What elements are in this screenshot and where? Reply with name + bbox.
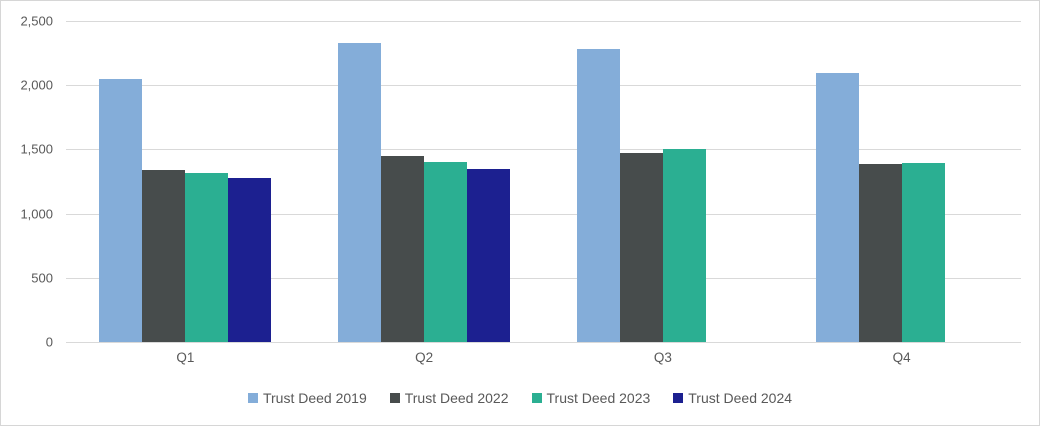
legend-color-swatch-icon [389, 393, 400, 403]
bar-group-q3 [544, 21, 783, 342]
y-tick-label: 500 [31, 270, 53, 286]
bar-q2-trust-deed-2023 [424, 161, 468, 342]
bar-group-q1 [66, 21, 305, 342]
y-tick-label: 1,500 [20, 141, 53, 157]
bar-q3-trust-deed-2023 [662, 149, 706, 342]
y-tick-label: 2,500 [20, 13, 53, 29]
plot-area [66, 21, 1021, 343]
legend-label: Trust Deed 2024 [688, 390, 793, 406]
gridline [66, 21, 1021, 22]
bar-q1-trust-deed-2019 [99, 79, 143, 342]
bar-group-q2 [305, 21, 544, 342]
x-tick-label: Q4 [892, 350, 911, 365]
bar-q4-trust-deed-2022 [858, 163, 902, 342]
bar-q4-trust-deed-2019 [815, 73, 859, 342]
legend: Trust Deed 2019 Trust Deed 2022 Trust Deed… [1, 390, 1039, 406]
y-tick-label: 2,000 [20, 77, 53, 93]
bar-q1-trust-deed-2023 [185, 173, 229, 342]
legend-color-swatch-icon [247, 393, 258, 403]
bar-q3-trust-deed-2019 [576, 49, 620, 342]
legend-item-trust-deed-2019: Trust Deed 2019 [247, 390, 367, 406]
bar-q1-trust-deed-2024 [228, 177, 272, 342]
y-axis-labels: 0 500 1,000 1,500 2,000 2,500 [1, 14, 53, 350]
legend-item-trust-deed-2022: Trust Deed 2022 [389, 390, 509, 406]
gridline [66, 342, 1021, 343]
bar-q1-trust-deed-2022 [142, 169, 186, 342]
bar-q3-trust-deed-2022 [619, 152, 663, 342]
bars [66, 21, 1021, 342]
x-tick-label: Q3 [653, 350, 672, 365]
legend-item-trust-deed-2023: Trust Deed 2023 [531, 390, 651, 406]
legend-color-swatch-icon [673, 393, 684, 403]
x-axis-labels: Q1 Q2 Q3 Q4 [66, 350, 1021, 365]
y-tick-label: 1,000 [20, 206, 53, 222]
legend-label: Trust Deed 2019 [262, 390, 367, 406]
bar-q2-trust-deed-2022 [381, 155, 425, 342]
gridline [66, 277, 1021, 279]
bar-group-q4 [782, 21, 1021, 342]
bar-q2-trust-deed-2024 [467, 169, 511, 342]
gridline [66, 149, 1021, 151]
y-tick-label: 0 [45, 334, 53, 350]
gridline [66, 213, 1021, 215]
gridline [66, 85, 1021, 87]
legend-color-swatch-icon [531, 393, 542, 403]
legend-item-trust-deed-2024: Trust Deed 2024 [673, 390, 792, 406]
legend-label: Trust Deed 2023 [546, 390, 651, 406]
x-tick-label: Q2 [415, 350, 434, 365]
bar-q2-trust-deed-2019 [338, 42, 382, 342]
bar-q4-trust-deed-2023 [901, 162, 945, 342]
x-tick-label: Q1 [176, 350, 195, 365]
legend-label: Trust Deed 2022 [404, 390, 509, 406]
